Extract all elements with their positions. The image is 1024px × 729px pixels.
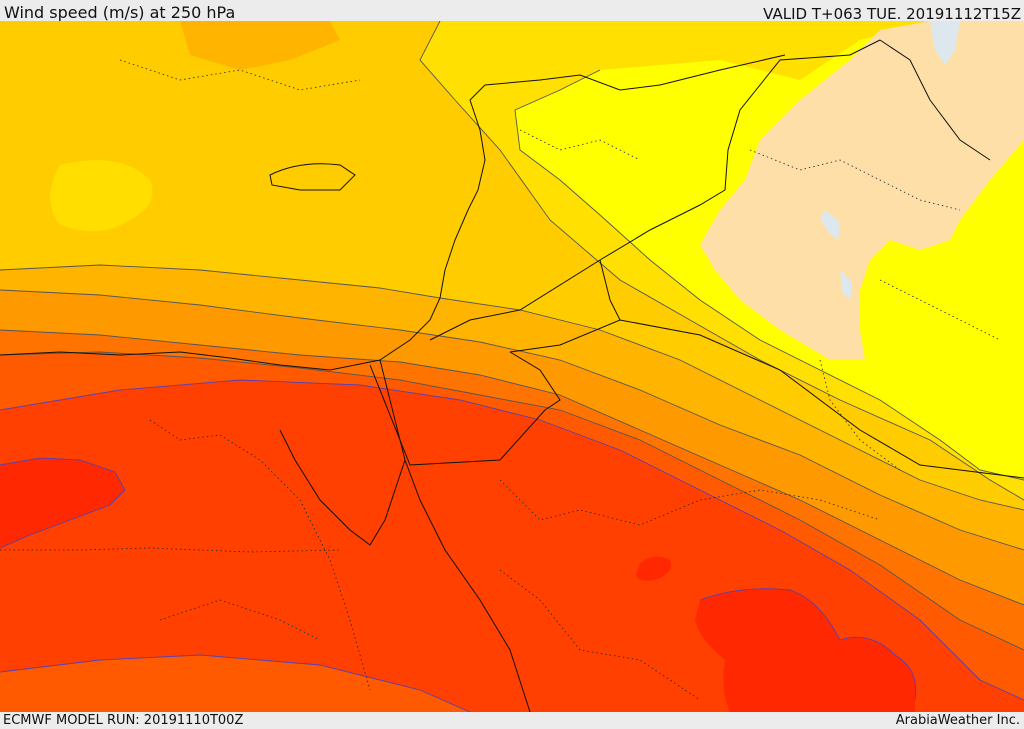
header-bar (0, 0, 1024, 21)
model-run: ECMWF MODEL RUN: 20191110T00Z (3, 713, 244, 728)
band-amber (0, 265, 1024, 560)
band-yellow-west (50, 160, 153, 232)
borders (369, 39, 1024, 479)
contour-lines-blue (0, 379, 1024, 712)
contour-lines (0, 21, 1024, 651)
water-north (930, 21, 960, 65)
brand-label: ArabiaWeather Inc. (895, 713, 1020, 728)
province-borders (0, 59, 1001, 701)
coastlines (0, 84, 531, 712)
valid-time: VALID T+063 TUE. 20191112T15Z (763, 5, 1021, 23)
map-title: Wind speed (m/s) at 250 hPa (4, 3, 236, 22)
band-deep-red-west (0, 458, 125, 548)
water-lake (820, 210, 840, 240)
water-gulf (840, 270, 852, 300)
wind-speed-map (0, 21, 1024, 712)
band-gold-north (180, 21, 340, 70)
band-peach (700, 21, 1024, 360)
footer-bar (0, 712, 1024, 729)
band-deep-red-south (695, 588, 916, 712)
band-deep-red-small (636, 556, 672, 581)
